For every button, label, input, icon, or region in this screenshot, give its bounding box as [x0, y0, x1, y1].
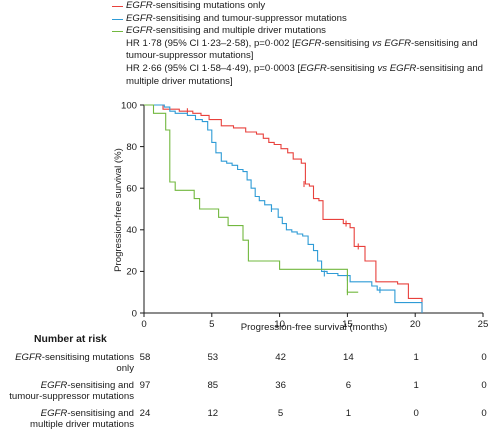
risk-value-tumour-suppressor: 97 — [139, 380, 151, 391]
risk-value-multiple-driver: 1 — [345, 408, 352, 419]
y-tick-label: 40 — [126, 225, 137, 236]
risk-value-tumour-suppressor: 85 — [207, 380, 219, 391]
survival-curves — [144, 104, 423, 313]
series-line-2 — [144, 104, 359, 293]
risk-row-label-line2: only — [116, 363, 134, 374]
legend: EGFR-sensitising mutations only EGFR-sen… — [112, 0, 487, 88]
risk-row-label-line2: tumour-suppressor mutations — [9, 391, 134, 402]
hazard-ratio-2: HR 2·66 (95% CI 1·58–4·49), p=0·0003 [EG… — [126, 62, 484, 87]
risk-row-label-line1: -sensitising and — [67, 408, 134, 419]
risk-value-multiple-driver: 0 — [413, 408, 419, 419]
risk-value-tumour-suppressor: 0 — [481, 380, 487, 391]
axes: 0 20 40 60 80 100 0 5 10 15 20 25 — [121, 100, 488, 330]
risk-value-multiple-driver: 12 — [207, 408, 219, 419]
risk-row-label-italic: EGFR — [40, 408, 68, 419]
risk-row-label-line1: -sensitising mutations — [41, 352, 134, 363]
risk-value-tumour-suppressor: 1 — [413, 380, 419, 391]
risk-value-egfr-only: 53 — [207, 352, 219, 363]
x-tick-label: 10 — [274, 319, 285, 330]
risk-row-label-italic: EGFR — [40, 380, 68, 391]
y-axis-label: Progression-free survival (%) — [113, 148, 124, 272]
legend-swatch-red — [112, 6, 123, 7]
legend-swatch-green — [112, 31, 123, 33]
y-tick-label: 80 — [126, 142, 137, 153]
risk-row-label-multiple-driver: EGFR-sensitising and multiple driver muta… — [4, 408, 134, 430]
risk-row-label-line1: -sensitising and — [67, 380, 134, 391]
legend-entry-tumour-suppressor: EGFR-sensitising and tumour-suppressor m… — [112, 13, 487, 26]
series-line-0 — [144, 104, 423, 313]
x-axis-label: Progression-free survival (months) — [241, 322, 388, 333]
risk-value-multiple-driver: 24 — [139, 408, 151, 419]
risk-value-tumour-suppressor: 36 — [275, 380, 286, 391]
x-tick-label: 25 — [478, 319, 489, 330]
hazard-ratio-1: HR 1·78 (95% CI 1·23–2·58), p=0·002 [EGF… — [126, 37, 478, 62]
y-tick-label: 100 — [121, 100, 137, 111]
y-tick-label: 20 — [126, 267, 137, 278]
risk-row-label-line2: multiple driver mutations — [30, 419, 134, 430]
legend-swatch-blue — [112, 18, 123, 20]
risk-table-title: Number at risk — [34, 334, 107, 345]
survival-plot: 0 20 40 60 80 100 0 5 10 15 20 25 Progression-free … — [113, 100, 488, 333]
risk-row-label-italic: EGFR — [15, 352, 42, 363]
risk-value-egfr-only: 14 — [343, 352, 354, 363]
risk-value-multiple-driver: 0 — [481, 408, 487, 419]
x-tick-label: 5 — [209, 319, 214, 330]
x-tick-label: 20 — [410, 319, 421, 330]
legend-entry-multiple-driver: EGFR-sensitising and multiple driver mut… — [112, 25, 487, 38]
risk-value-egfr-only: 42 — [275, 352, 286, 363]
risk-row-label-tumour-suppressor: EGFR-sensitising and tumour-suppressor mu… — [4, 380, 134, 402]
x-tick-label: 0 — [141, 319, 146, 330]
y-tick-label: 0 — [132, 308, 137, 319]
x-tick-label: 15 — [342, 319, 353, 330]
risk-value-egfr-only: 0 — [481, 352, 487, 363]
legend-entry-egfr-only: EGFR-sensitising mutations only — [112, 0, 487, 13]
risk-value-egfr-only: 58 — [139, 352, 151, 363]
risk-value-tumour-suppressor: 6 — [345, 380, 352, 391]
y-tick-label: 60 — [126, 184, 137, 195]
risk-value-egfr-only: 1 — [413, 352, 419, 363]
risk-value-multiple-driver: 5 — [277, 408, 284, 419]
series-line-1 — [144, 104, 423, 313]
risk-row-label-egfr-only: EGFR-sensitising mutations only — [4, 352, 134, 374]
